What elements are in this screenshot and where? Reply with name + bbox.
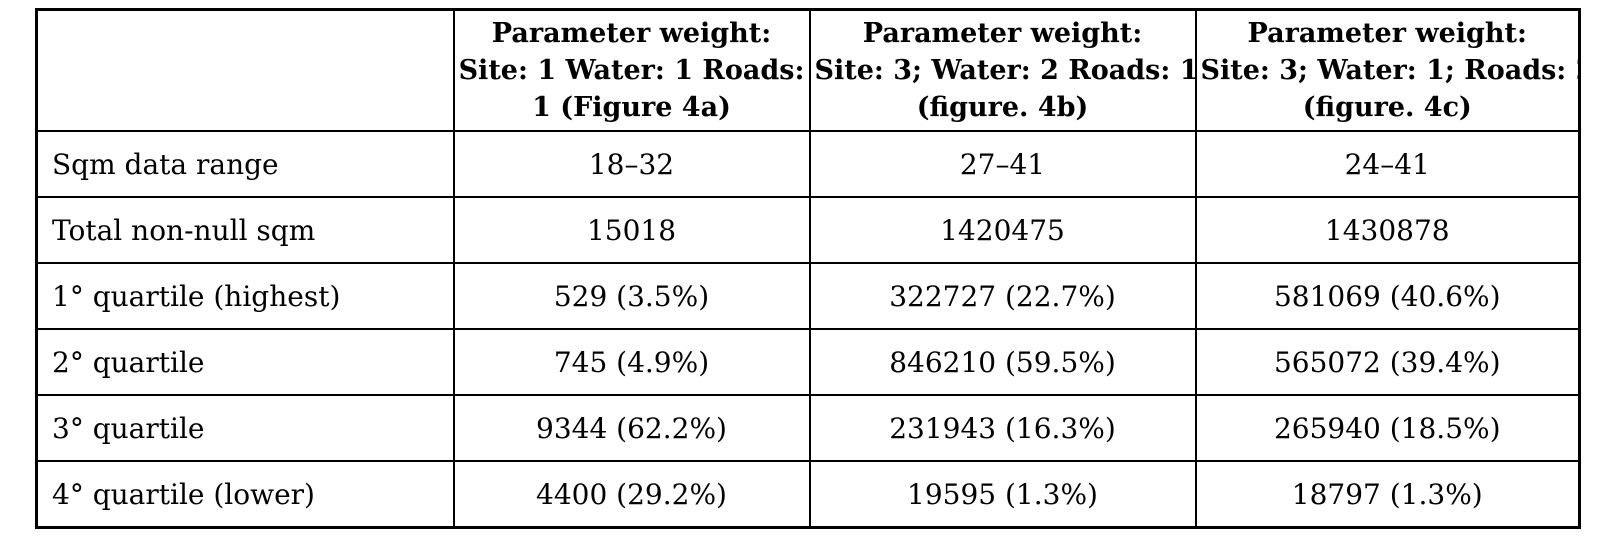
row-label: Sqm data range <box>35 130 455 198</box>
cell-value: 1430878 <box>1194 196 1581 264</box>
row-label: 4° quartile (lower) <box>35 460 455 529</box>
column-header-line: Site: 3; Water: 1; Roads: 2 <box>1200 54 1580 86</box>
cell-value: 846210 (59.5%) <box>808 328 1197 396</box>
table-header-row: Parameter weight: Site: 1 Water: 1 Roads… <box>35 8 1581 132</box>
column-header-line: Parameter weight: <box>1247 17 1527 49</box>
column-header-line: (figure. 4b) <box>916 92 1089 124</box>
table-row-quartile-1: 1° quartile (highest) 529 (3.5%) 322727 … <box>35 262 1581 330</box>
table-row-quartile-4: 4° quartile (lower) 4400 (29.2%) 19595 (… <box>35 460 1581 529</box>
cell-value: 581069 (40.6%) <box>1194 262 1581 330</box>
page: Parameter weight: Site: 1 Water: 1 Roads… <box>35 8 1581 529</box>
table-row-sqm-data-range: Sqm data range 18–32 27–41 24–41 <box>35 130 1581 198</box>
column-header-line: Site: 1 Water: 1 Roads: <box>458 54 805 86</box>
cell-value: 265940 (18.5%) <box>1194 394 1581 462</box>
column-header-figure-4c: Parameter weight: Site: 3; Water: 1; Roa… <box>1194 8 1581 132</box>
column-header-line: (figure. 4c) <box>1302 92 1472 124</box>
row-label: 3° quartile <box>35 394 455 462</box>
cell-value: 322727 (22.7%) <box>808 262 1197 330</box>
table-row-quartile-3: 3° quartile 9344 (62.2%) 231943 (16.3%) … <box>35 394 1581 462</box>
cell-value: 18797 (1.3%) <box>1194 460 1581 529</box>
column-header-figure-4b: Parameter weight: Site: 3; Water: 2 Road… <box>808 8 1197 132</box>
cell-value: 15018 <box>452 196 811 264</box>
column-header-figure-4a: Parameter weight: Site: 1 Water: 1 Roads… <box>452 8 811 132</box>
cell-value: 231943 (16.3%) <box>808 394 1197 462</box>
cell-value: 565072 (39.4%) <box>1194 328 1581 396</box>
column-header-line: Site: 3; Water: 2 Roads: 1 <box>814 54 1196 86</box>
parameter-weight-table: Parameter weight: Site: 1 Water: 1 Roads… <box>35 8 1581 529</box>
corner-cell <box>35 8 455 132</box>
row-label: 2° quartile <box>35 328 455 396</box>
row-label: Total non-null sqm <box>35 196 455 264</box>
column-header-line: Parameter weight: <box>491 17 772 49</box>
cell-value: 27–41 <box>808 130 1197 198</box>
cell-value: 4400 (29.2%) <box>452 460 811 529</box>
table-row-quartile-2: 2° quartile 745 (4.9%) 846210 (59.5%) 56… <box>35 328 1581 396</box>
column-header-line: 1 (Figure 4a) <box>532 92 731 124</box>
cell-value: 18–32 <box>452 130 811 198</box>
column-header-line: Parameter weight: <box>862 17 1143 49</box>
cell-value: 9344 (62.2%) <box>452 394 811 462</box>
cell-value: 529 (3.5%) <box>452 262 811 330</box>
cell-value: 24–41 <box>1194 130 1581 198</box>
row-label: 1° quartile (highest) <box>35 262 455 330</box>
cell-value: 1420475 <box>808 196 1197 264</box>
table-row-total-non-null-sqm: Total non-null sqm 15018 1420475 1430878 <box>35 196 1581 264</box>
cell-value: 745 (4.9%) <box>452 328 811 396</box>
cell-value: 19595 (1.3%) <box>808 460 1197 529</box>
